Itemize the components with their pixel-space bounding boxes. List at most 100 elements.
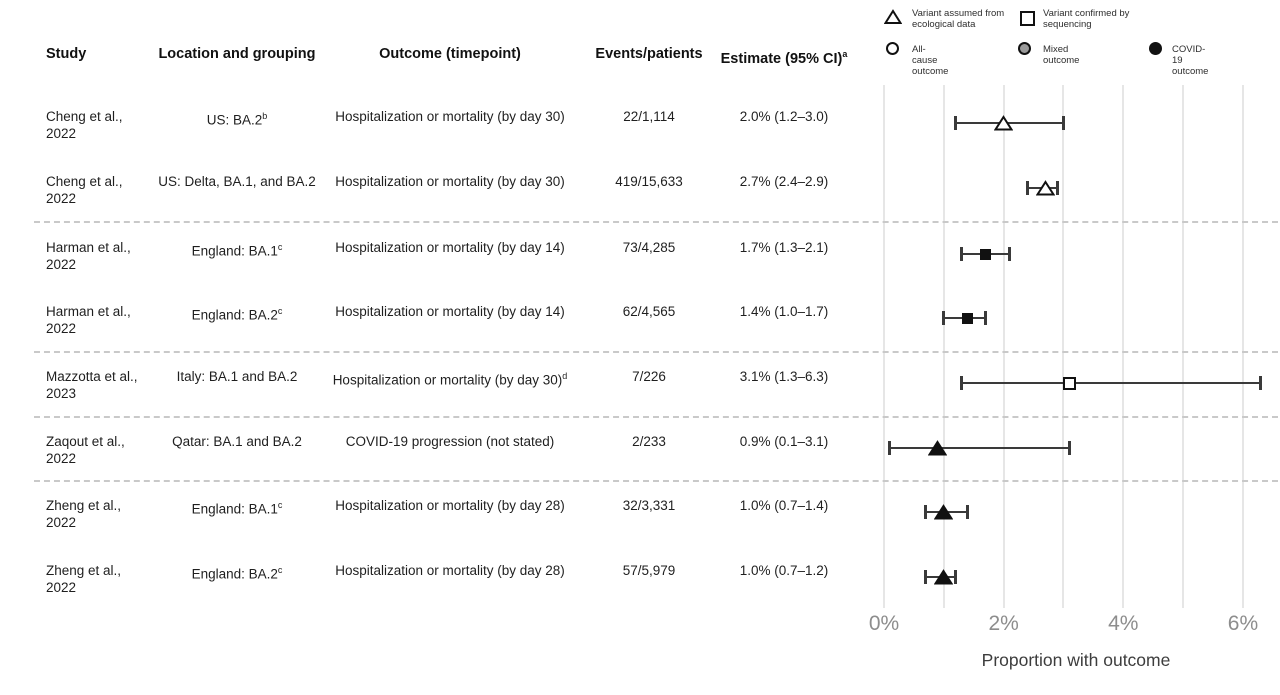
location-cell: US: Delta, BA.1, and BA.2 [158,174,316,189]
ci-cap-low [924,570,928,584]
ci-cap-high [1056,181,1059,195]
location-cell: Qatar: BA.1 and BA.2 [172,434,302,449]
events-cell: 32/3,331 [622,498,676,513]
ci-cap-low [942,311,946,325]
x-tick-label-6%: 6% [1227,612,1259,635]
events-cell: 7/226 [632,369,666,384]
triangle-open-icon [884,9,902,24]
outcome-cell: Hospitalization or mortality (by day 30) [335,174,565,189]
ci-cap-high [966,505,970,519]
study-cell: Cheng et al., 2022 [46,173,146,207]
ci-line [961,382,1261,384]
ci-cap-low [1026,181,1030,195]
x-tick-label-0%: 0% [868,612,900,635]
legend-label: All-cause outcome [912,44,949,77]
location-cell-sup: c [277,565,283,575]
group-separator [34,480,1278,482]
gridline-6pct [1241,85,1244,608]
estimate-cell: 1.7% (1.3–2.1) [739,240,829,255]
group-separator [34,415,1278,418]
ci-cap-high [1259,376,1263,390]
location-cell: England: BA.2c [191,306,283,323]
gridline-3pct [1062,85,1065,608]
study-name: Zheng et al., [46,563,122,578]
study-name: Zaqout et al., [46,434,125,449]
estimate-cell: 3.1% (1.3–6.3) [739,369,829,384]
events-cell: 57/5,979 [622,563,676,578]
ci-cap-high [1067,441,1071,455]
study-cell: Zheng et al., 2022 [46,497,146,531]
legend-label: Variant assumed from ecological data [912,8,1005,30]
triangle-open-marker-icon [1036,179,1056,195]
estimate-footnote-sup: a [842,49,848,59]
x-axis-title: Proportion with outcome [981,650,1171,670]
study-year: 2022 [46,191,77,206]
ci-line [955,122,1064,124]
outcome-cell: Hospitalization or mortality (by day 14) [335,240,565,255]
study-name: Cheng et al., [46,109,123,124]
events-cell: 62/4,565 [622,304,676,319]
circle-black-icon [1149,42,1162,55]
study-name: Mazzotta et al., [46,369,138,384]
location-cell-sup: c [277,242,283,252]
square-filled-marker-icon [980,248,992,260]
study-name: Harman et al., [46,304,131,319]
study-year: 2022 [46,451,77,466]
estimate-cell: 2.0% (1.2–3.0) [739,109,829,124]
location-cell: England: BA.1c [191,242,283,259]
gridline-5pct [1182,85,1185,608]
gridline-0pct [883,85,885,608]
gridline-4pct [1122,85,1125,608]
legend-label: COVID-19 outcome [1172,44,1209,77]
square-open-icon [1020,11,1035,26]
study-year: 2022 [46,126,77,141]
column-header-events: Events/patients [595,46,703,62]
gridline-1pct [942,85,945,608]
ci-cap-high [954,570,958,584]
location-cell-sup: b [262,111,268,121]
legend-label: Mixed outcome [1043,44,1080,66]
study-cell: Zaqout et al., 2022 [46,433,146,467]
location-cell-sup: c [277,500,283,510]
study-cell: Mazzotta et al., 2023 [46,368,146,402]
estimate-cell: 2.7% (2.4–2.9) [739,174,829,189]
location-cell: England: BA.1c [191,500,283,517]
study-year: 2022 [46,515,77,530]
ci-cap-low [924,505,928,519]
study-name: Cheng et al., [46,174,123,189]
location-cell: England: BA.2c [191,565,283,582]
study-year: 2022 [46,257,77,272]
estimate-cell: 1.0% (0.7–1.2) [739,563,829,578]
events-cell: 2/233 [632,434,666,449]
study-cell: Harman et al., 2022 [46,239,146,273]
location-cell: US: BA.2b [206,111,268,128]
study-year: 2022 [46,321,77,336]
outcome-cell: Hospitalization or mortality (by day 28) [335,563,565,578]
triangle-filled-marker-icon [934,568,954,584]
ci-line [889,447,1070,449]
outcome-cell: Hospitalization or mortality (by day 30) [335,109,565,124]
study-cell: Cheng et al., 2022 [46,108,146,142]
ci-cap-low [960,376,964,390]
estimate-cell: 1.4% (1.0–1.7) [739,304,829,319]
x-tick-label-4%: 4% [1108,612,1139,635]
outcome-cell: Hospitalization or mortality (by day 14) [335,304,565,319]
location-cell: Italy: BA.1 and BA.2 [176,369,298,384]
group-separator [34,221,1278,223]
ci-cap-low [960,247,964,261]
square-open-marker-icon [1062,376,1076,390]
ci-cap-high [1061,116,1065,130]
study-name: Zheng et al., [46,498,122,513]
estimate-cell: 0.9% (0.1–3.1) [739,434,829,449]
square-filled-marker-icon [962,312,974,324]
triangle-filled-marker-icon [928,439,948,455]
outcome-cell: COVID-19 progression (not stated) [345,434,555,449]
study-year: 2023 [46,386,77,401]
events-cell: 73/4,285 [622,240,676,255]
group-separator [34,350,1278,353]
legend-label: Variant confirmed by sequencing [1043,8,1130,30]
study-name: Harman et al., [46,240,131,255]
ci-cap-low [888,441,892,455]
events-cell: 419/15,633 [615,174,683,189]
